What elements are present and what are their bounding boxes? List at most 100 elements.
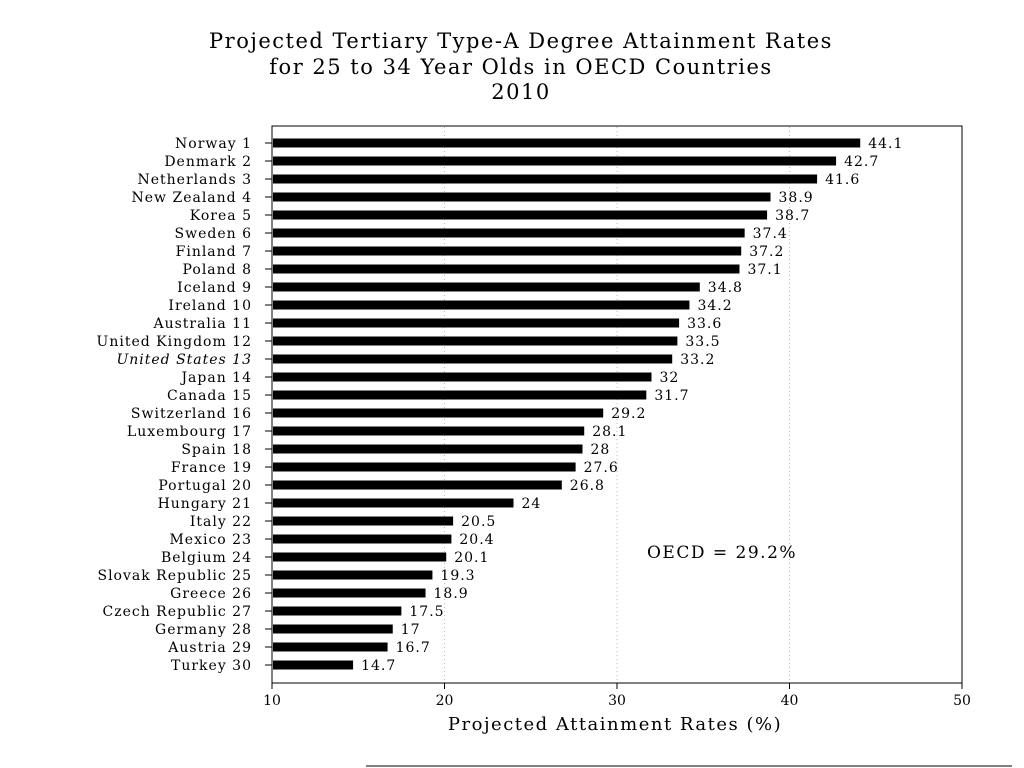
value-label: 17 [401,622,421,638]
category-label: France 19 [171,460,252,476]
bar [273,462,576,472]
value-label: 27.6 [584,460,619,476]
category-label: Norway 1 [175,136,252,152]
category-label: Spain 18 [181,442,252,458]
category-label: Slovak Republic 25 [97,568,252,584]
category-labels: Norway 1 Denmark 2 Netherlands 3 New Zealan… [97,136,253,674]
x-tick-label: 30 [608,693,626,709]
value-label: 28 [591,442,611,458]
bar [273,282,700,292]
bar [273,138,861,148]
category-label: Iceland 9 [177,280,252,296]
oecd-average-annotation: OECD = 29.2% [647,543,797,563]
value-label: 18.9 [434,586,469,602]
value-label: 37.4 [753,226,788,242]
category-label: Mexico 23 [169,532,252,548]
category-label: Greece 26 [170,586,252,602]
category-label: Finland 7 [176,244,252,260]
category-label: Portugal 20 [158,478,252,494]
category-label: Netherlands 3 [138,172,253,188]
value-label: 31.7 [654,388,689,404]
value-label: 41.6 [825,172,860,188]
bar [273,174,818,184]
bar [273,642,388,652]
value-label: 19.3 [440,568,475,584]
value-label: 20.1 [454,550,489,566]
gridlines [444,127,790,682]
category-label: Japan 14 [179,370,252,386]
bar [273,552,447,562]
value-label: 37.2 [749,244,784,260]
bar [273,660,354,670]
category-label: Italy 22 [190,514,252,530]
bar [273,354,673,364]
bar [273,588,426,598]
category-label: Belgium 24 [161,550,252,566]
value-label: 38.7 [775,208,810,224]
category-label: Poland 8 [183,262,252,278]
x-tick-label: 50 [953,693,971,709]
category-label: New Zealand 4 [132,190,253,206]
category-label: Ireland 10 [168,298,252,314]
value-label: 33.2 [680,352,715,368]
bar [273,156,837,166]
bar [273,264,740,274]
bar [273,318,680,328]
value-label: 33.5 [685,334,720,350]
bar [273,210,768,220]
category-label: Australia 11 [152,316,252,332]
value-label: 44.1 [868,136,903,152]
bar [273,624,393,634]
category-label: United Kingdom 12 [97,334,252,350]
value-labels: 44.1 42.7 41.6 38.9 38.7 37.4 37.2 37.134.8 34.2… [361,136,903,674]
category-label: Sweden 6 [175,226,252,242]
value-label: 32 [660,370,680,386]
chart-title-line: 2010 [491,80,550,104]
bar [273,426,585,436]
bar [273,246,742,256]
chart-title-line: Projected Tertiary Type-A Degree Attainm… [209,29,833,53]
bar [273,498,514,508]
category-label: Austria 29 [167,640,252,656]
category-label: United States 13 [116,352,252,368]
bar [273,408,604,418]
value-label: 20.5 [461,514,496,530]
category-label: Denmark 2 [164,154,252,170]
value-label: 28.1 [592,424,627,440]
bar [273,228,745,238]
value-label: 42.7 [844,154,879,170]
value-label: 14.7 [361,658,396,674]
bar [273,570,433,580]
category-label: Turkey 30 [171,658,252,674]
category-label: Czech Republic 27 [102,604,252,620]
chart-title: Projected Tertiary Type-A Degree Attainm… [209,29,833,104]
bar [273,300,690,310]
x-tick-label: 10 [263,693,281,709]
value-label: 16.7 [396,640,431,656]
value-label: 26.8 [570,478,605,494]
category-label: Hungary 21 [158,496,252,512]
bar [273,606,402,616]
value-label: 34.2 [697,298,732,314]
category-label: Canada 15 [167,388,252,404]
value-label: 24 [522,496,542,512]
x-axis-title: Projected Attainment Rates (%) [448,714,782,735]
value-label: 34.8 [708,280,743,296]
category-label: Switzerland 16 [131,406,252,422]
bar [273,516,454,526]
bar [273,192,771,202]
bar [273,390,647,400]
bars [273,138,861,670]
x-tick-label: 40 [781,693,799,709]
category-label: Luxembourg 17 [127,424,252,440]
value-label: 38.9 [779,190,814,206]
value-label: 37.1 [747,262,782,278]
value-label: 33.6 [687,316,722,332]
value-label: 29.2 [611,406,646,422]
bar [273,336,678,346]
category-label: Germany 28 [155,622,252,638]
value-label: 20.4 [459,532,494,548]
value-label: 17.5 [409,604,444,620]
category-label: Korea 5 [190,208,252,224]
